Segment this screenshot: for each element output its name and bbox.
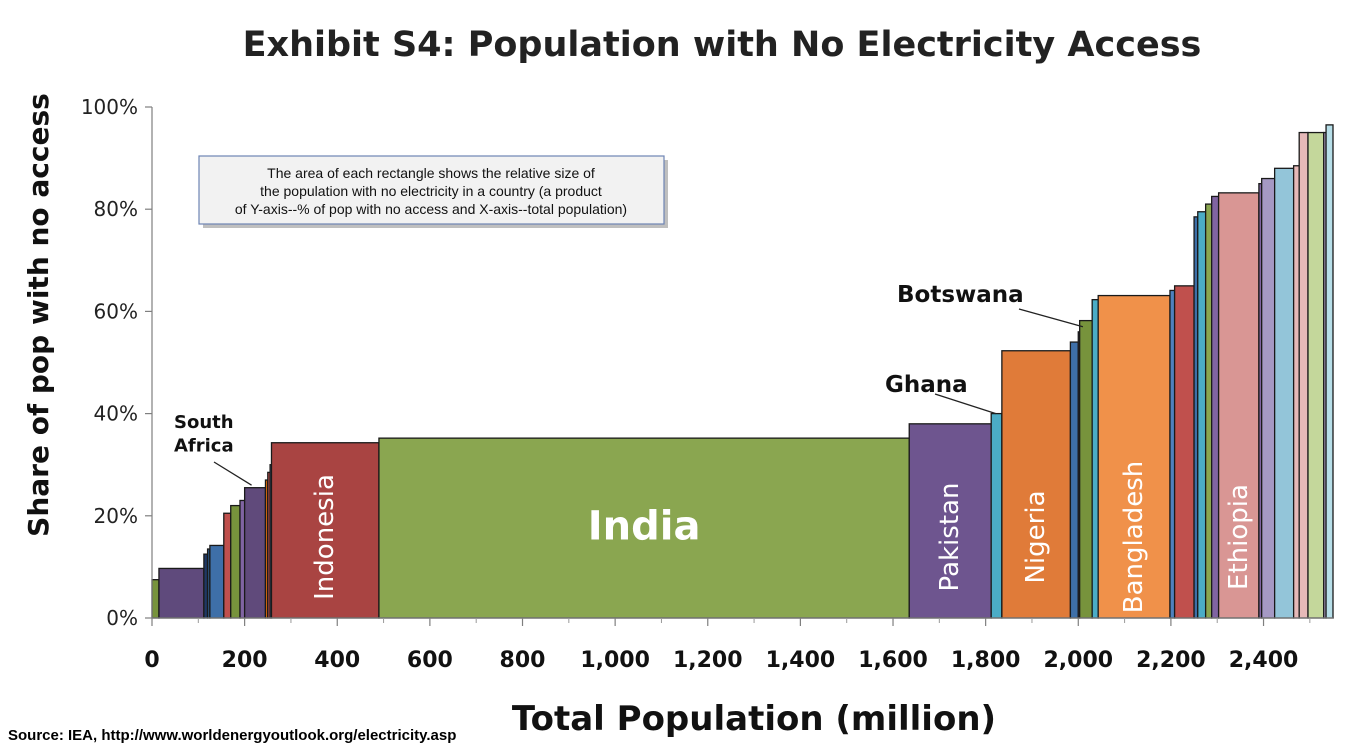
x-tick-label: 1,800 (951, 648, 1021, 673)
x-tick-label: 200 (222, 648, 268, 673)
bar-0 (151, 579, 160, 619)
bar-india (378, 437, 910, 619)
bar-5 (223, 512, 232, 619)
axes-layer: 0% 20% 40% 60% 80% 100% 0 200 400 600 800 1,000 1,20… (81, 95, 1333, 673)
callout-line-ghana (934, 393, 997, 415)
bar-ghana (990, 412, 1003, 619)
x-tick-label: 800 (500, 648, 546, 673)
annotation-box: The area of each rectangle shows the rel… (198, 155, 668, 228)
callout-botswana: Botswana (897, 282, 1024, 308)
bar-23 (1173, 285, 1195, 619)
bar-6 (230, 504, 241, 619)
bar-20 (1091, 298, 1099, 619)
bar-label-nigeria: Nigeria (1021, 490, 1051, 583)
y-tick-label: 20% (94, 504, 138, 528)
bar-label-indonesia: Indonesia (310, 474, 340, 600)
bar-bangladesh (1097, 294, 1171, 619)
y-tick-label: 0% (106, 606, 138, 630)
bar-17 (1069, 341, 1079, 619)
x-tick-label: 1,400 (766, 648, 836, 673)
y-axis-title: Share of pop with no access (22, 93, 55, 537)
bar-22 (1169, 289, 1176, 619)
callout-south-africa: South Africa (174, 412, 234, 456)
bar-34 (1307, 131, 1325, 619)
bar-31 (1273, 167, 1295, 619)
bar-26 (1204, 203, 1213, 619)
bar-30 (1261, 177, 1276, 619)
bar-27 (1211, 195, 1220, 619)
callouts-layer: South Africa Ghana Botswana (174, 282, 1084, 486)
chart-title: Exhibit S4: Population with No Electrici… (243, 25, 1202, 65)
bar-25 (1197, 211, 1207, 619)
bar-33 (1298, 131, 1309, 619)
x-axis-title: Total Population (million) (512, 699, 996, 739)
bar-indonesia (270, 442, 380, 619)
bar-label-pakistan: Pakistan (935, 483, 965, 592)
x-tick-label: 1,600 (858, 648, 928, 673)
bar-nigeria (1001, 350, 1072, 619)
bar-1 (158, 567, 205, 619)
source-note: Source: IEA, http://www.worldenergyoutlo… (8, 727, 456, 744)
bars-layer (151, 124, 1334, 619)
bar-label-india: India (588, 503, 701, 549)
x-tick-label: 1,200 (673, 648, 743, 673)
x-tick-label: 2,000 (1043, 648, 1113, 673)
x-tick-label: 1,000 (580, 648, 650, 673)
annotation-box-frame (198, 155, 665, 225)
bar-pakistan (908, 423, 992, 619)
bar-labels-layer: Indonesia India Pakistan Nigeria Bangladesh E… (310, 461, 1254, 613)
callout-ghana: Ghana (885, 372, 968, 398)
annotation-text: The area of each rectangle shows the rel… (235, 165, 627, 217)
bar-7 (239, 499, 246, 619)
bar-4 (209, 544, 225, 619)
x-tick-label: 600 (407, 648, 453, 673)
y-tick-label: 80% (94, 197, 138, 221)
y-tick-label: 60% (94, 299, 138, 323)
bar-36 (1325, 124, 1334, 619)
x-tick-label: 400 (314, 648, 360, 673)
bar-32 (1292, 165, 1300, 619)
callout-line-south-africa (213, 461, 252, 486)
bar-label-bangladesh: Bangladesh (1119, 461, 1149, 613)
bar-label-ethiopia: Ethiopia (1224, 484, 1254, 590)
y-tick-label: 40% (94, 402, 138, 426)
y-tick-label: 100% (81, 95, 138, 119)
x-tick-label: 2,200 (1136, 648, 1206, 673)
callout-line-botswana (1018, 308, 1084, 328)
x-tick-label: 2,400 (1229, 648, 1299, 673)
x-tick-label: 0 (144, 648, 159, 673)
bar-botswana (1079, 319, 1093, 619)
bar-south-africa (243, 487, 267, 619)
